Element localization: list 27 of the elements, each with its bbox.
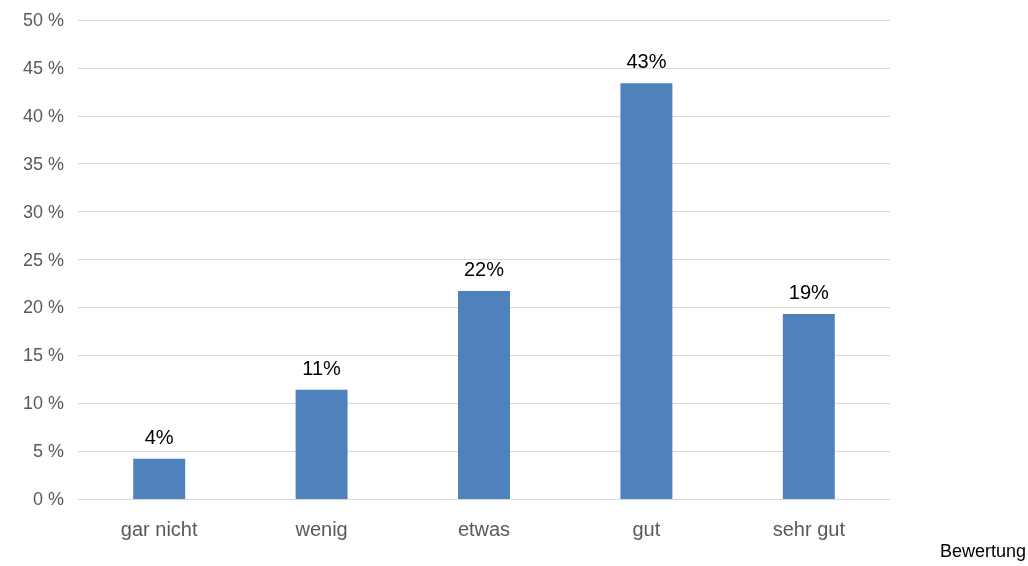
y-tick-label: 10 % [22, 393, 64, 414]
y-tick-label: 0 % [32, 489, 64, 509]
data-label: 11% [302, 356, 342, 379]
bar [782, 314, 835, 499]
y-tick-label: 35 % [22, 153, 64, 174]
x-tick-label: gar nicht [120, 518, 198, 540]
bar [620, 83, 673, 499]
y-tick-label: 40 % [22, 105, 64, 126]
y-tick-label: 5 % [32, 441, 64, 462]
data-label: 22% [463, 258, 505, 281]
data-label: 4% [144, 425, 174, 448]
data-label: 43% [626, 50, 667, 73]
x-tick-label: wenig [294, 518, 348, 540]
y-tick-label: 15 % [22, 345, 64, 366]
y-tick-label: 45 % [22, 57, 64, 78]
x-axis-title: Bewertung [939, 541, 1027, 561]
y-tick-label: 20 % [22, 297, 64, 318]
y-tick-label: 25 % [22, 249, 64, 270]
data-label: 19% [788, 281, 830, 304]
x-tick-label: sehr gut [772, 518, 846, 540]
y-tick-label: 50 % [22, 10, 64, 30]
y-tick-label: 30 % [22, 201, 64, 222]
x-tick-label: gut [632, 518, 661, 540]
bar [295, 389, 348, 499]
x-tick-label: etwas [457, 518, 511, 540]
bar [133, 458, 186, 499]
bar [458, 291, 510, 499]
